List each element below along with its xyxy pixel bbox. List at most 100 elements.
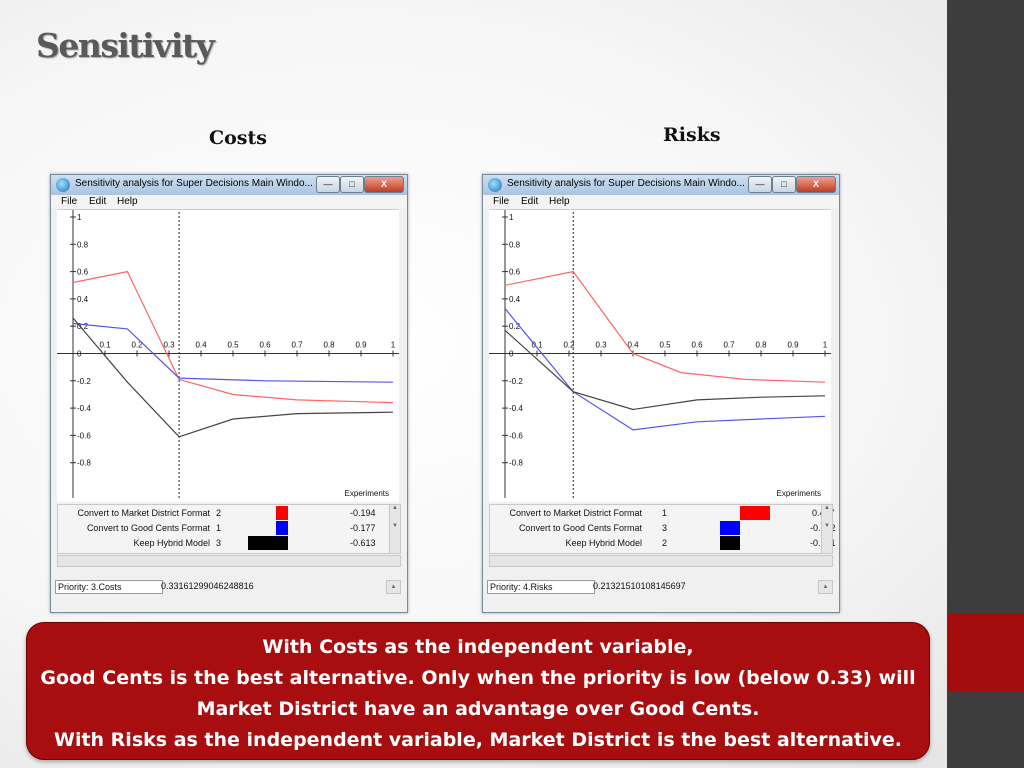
x-tick-label: 1 <box>391 341 396 350</box>
legend-rank: 2 <box>662 538 668 548</box>
sensitivity-plot[interactable]: Experiments 1 0.8 0.6 0.4 0.2 0 -0.2 -0.4 -0.6 -0… <box>57 209 399 502</box>
x-tick-label: 0.2 <box>563 341 575 350</box>
x-tick-label: 0.1 <box>99 341 111 350</box>
series-line-keep-hybrid-model <box>504 329 826 411</box>
risks-label: Risks <box>663 124 721 146</box>
y-tick-label: 0.4 <box>509 295 521 304</box>
legend-name: Keep Hybrid Model <box>565 538 642 548</box>
y-tick-label: -0.2 <box>77 377 91 386</box>
y-tick-label: -0.6 <box>509 431 523 440</box>
x-tick-label: 0.1 <box>531 341 543 350</box>
app-icon <box>56 178 70 192</box>
y-tick-label: 0.4 <box>77 295 89 304</box>
legend-bar-good-cents <box>276 521 288 535</box>
window-titlebar[interactable]: Sensitivity analysis for Super Decisions… <box>51 175 407 195</box>
close-button[interactable]: X <box>364 176 404 193</box>
x-tick-label: 0.5 <box>659 341 671 350</box>
callout-line: Market District have an advantage over G… <box>196 698 760 720</box>
sensitivity-window-risks[interactable]: Sensitivity analysis for Super Decisions… <box>482 174 840 613</box>
maximize-button[interactable]: □ <box>340 176 364 193</box>
legend-panel: Convert to Market District Format 2 -0.1… <box>57 504 390 554</box>
menu-help[interactable]: Help <box>549 196 570 207</box>
maximize-button[interactable]: □ <box>772 176 796 193</box>
legend-rank: 1 <box>662 508 668 518</box>
priority-value[interactable]: 0.33161299046248816 <box>161 581 254 591</box>
y-tick-label: -0.4 <box>509 404 523 413</box>
priority-value[interactable]: 0.21321510108145697 <box>593 581 686 591</box>
legend-panel: Convert to Market District Format 1 0.43… <box>489 504 836 554</box>
priority-label: Priority: 3.Costs <box>55 580 163 594</box>
window-title: Sensitivity analysis for Super Decisions… <box>75 178 313 189</box>
x-tick-label: 0.7 <box>723 341 735 350</box>
x-tick-label: 0.3 <box>163 341 175 350</box>
sidebar-accent <box>947 614 1024 691</box>
horizontal-scrollbar[interactable] <box>57 555 401 567</box>
y-tick-label: 0.2 <box>77 322 89 331</box>
legend-rank: 2 <box>216 508 222 518</box>
y-tick-label: 0.6 <box>77 268 89 277</box>
series-line-convert-to-good-cents-format <box>72 322 394 383</box>
y-tick-label: 1 <box>77 213 82 222</box>
y-tick-label: -0.8 <box>77 459 91 468</box>
legend-scrollbar[interactable]: ▲ ▼ <box>389 504 401 554</box>
legend-bar-hybrid <box>248 536 288 550</box>
x-tick-label: 0.7 <box>291 341 303 350</box>
x-tick-label: 0.8 <box>755 341 767 350</box>
x-axis-label: Experiments <box>777 489 821 498</box>
y-tick-label: 1 <box>509 213 514 222</box>
series-line-convert-to-market-district-format <box>72 270 394 404</box>
y-tick-label: -0.4 <box>77 404 91 413</box>
menu-help[interactable]: Help <box>117 196 138 207</box>
sensitivity-chart-risks[interactable]: Experiments 1 0.8 0.6 0.4 0.2 0 -0.2 -0.4 -0.6 -0… <box>489 210 831 502</box>
series-line-convert-to-market-district-format <box>504 270 826 383</box>
close-button[interactable]: X <box>796 176 836 193</box>
y-tick-label: -0.8 <box>509 459 523 468</box>
horizontal-scrollbar[interactable] <box>489 555 833 567</box>
sensitivity-window-costs[interactable]: Sensitivity analysis for Super Decisions… <box>50 174 408 613</box>
series-line-keep-hybrid-model <box>72 317 394 438</box>
legend-bar-market-district <box>276 506 288 520</box>
callout-line: Good Cents is the best alternative. Only… <box>40 667 916 689</box>
y-tick-label: 0.6 <box>509 268 521 277</box>
x-tick-label: 0.9 <box>355 341 367 350</box>
menu-edit[interactable]: Edit <box>521 196 539 207</box>
menu-file[interactable]: File <box>493 196 510 207</box>
x-tick-label: 0.5 <box>227 341 239 350</box>
conclusion-callout: With Costs as the independent variable, … <box>26 622 930 760</box>
legend-bar-good-cents <box>720 521 740 535</box>
window-titlebar[interactable]: Sensitivity analysis for Super Decisions… <box>483 175 839 195</box>
legend-value: -0.194 <box>350 508 376 518</box>
legend-name: Keep Hybrid Model <box>133 538 210 548</box>
y-tick-label: 0 <box>509 350 514 359</box>
legend-rank: 3 <box>216 538 222 548</box>
priority-scrollbar[interactable]: ▲ <box>386 580 401 594</box>
x-tick-label: 0.6 <box>259 341 271 350</box>
menu-file[interactable]: File <box>61 196 78 207</box>
menu-edit[interactable]: Edit <box>89 196 107 207</box>
legend-name: Convert to Market District Format <box>509 508 642 518</box>
sensitivity-plot[interactable]: Experiments 1 0.8 0.6 0.4 0.2 0 -0.2 -0.4 -0.6 -0… <box>489 209 831 502</box>
slide-title: Sensitivity <box>36 26 215 65</box>
x-tick-label: 0.9 <box>787 341 799 350</box>
legend-rank: 3 <box>662 523 668 533</box>
x-tick-label: 0.6 <box>691 341 703 350</box>
window-title: Sensitivity analysis for Super Decisions… <box>507 178 745 189</box>
legend-value: -0.613 <box>350 538 376 548</box>
legend-name: Convert to Good Cents Format <box>86 523 210 533</box>
costs-label: Costs <box>209 127 267 149</box>
legend-bar-hybrid <box>720 536 740 550</box>
sensitivity-chart-costs[interactable]: Experiments 1 0.8 0.6 0.4 0.2 0 -0.2 -0.4 -0.6 -0… <box>57 210 399 502</box>
legend-scrollbar[interactable]: ▲ ▼ <box>821 504 833 554</box>
y-tick-label: -0.2 <box>509 377 523 386</box>
app-icon <box>488 178 502 192</box>
x-axis-label: Experiments <box>345 489 389 498</box>
minimize-button[interactable]: — <box>748 176 772 193</box>
legend-rank: 1 <box>216 523 222 533</box>
minimize-button[interactable]: — <box>316 176 340 193</box>
menu-bar: File Edit Help <box>51 195 407 209</box>
priority-label: Priority: 4.Risks <box>487 580 595 594</box>
priority-scrollbar[interactable]: ▲ <box>818 580 833 594</box>
x-tick-label: 0.2 <box>131 341 143 350</box>
y-tick-label: 0.2 <box>509 322 521 331</box>
x-tick-label: 0.3 <box>595 341 607 350</box>
